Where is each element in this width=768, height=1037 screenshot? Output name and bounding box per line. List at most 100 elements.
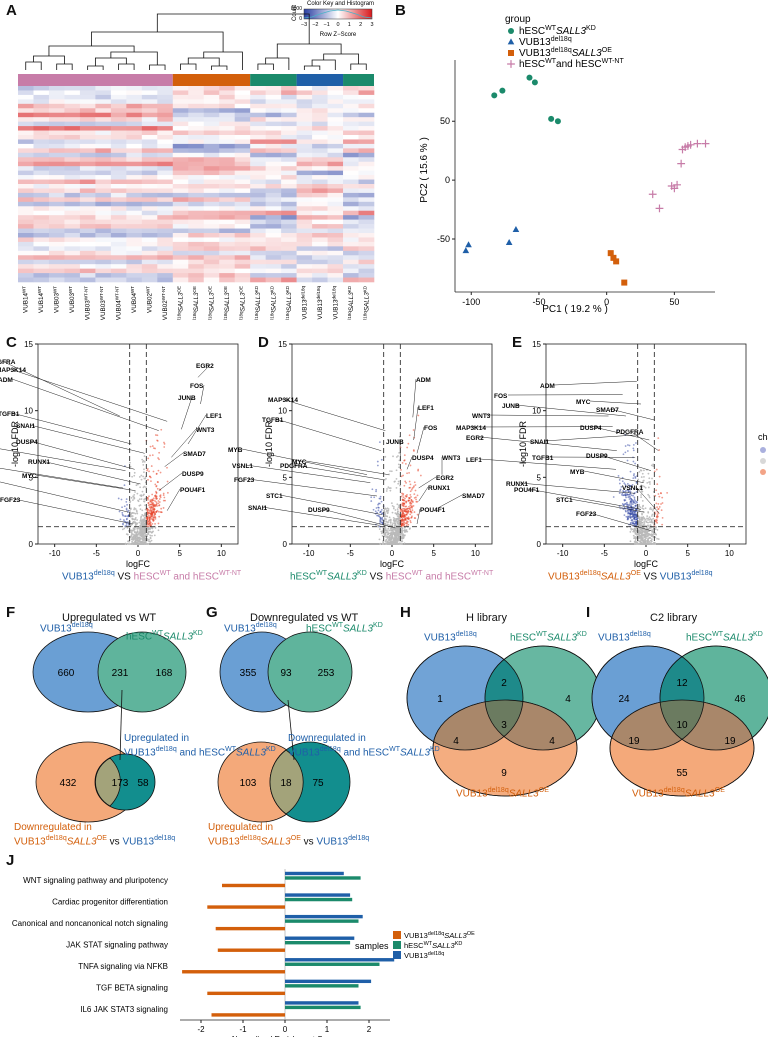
pca-point [701,139,710,148]
venn-h-ab: 2 [501,678,507,689]
volcano-point [391,541,394,544]
volcano-point [137,527,140,530]
venn-f-title: Upregulated vs WT [62,612,157,624]
heatmap-cell [79,268,96,274]
heatmap-cell [110,112,127,118]
heatmap-cell [296,273,313,278]
gene-label: EGR2 [466,435,484,442]
heatmap-cell [48,197,65,203]
volcano-point [634,500,637,502]
pca-legend-label: VUB13del18qSALL3OE [519,47,612,59]
bar [207,905,285,909]
heatmap-cell [18,108,34,114]
heatmap-cell [281,126,297,131]
heatmap-cell [250,259,266,265]
heatmap-cell [79,201,96,207]
bar-category-label: Canonical and noncanonical notch signali… [12,919,168,928]
gene-label: MYB [570,469,585,476]
volcano-point [414,484,417,486]
volcano-point [409,493,412,496]
heatmap-cell [157,170,174,176]
heatmap-cell [157,264,174,269]
heatmap-cell [33,277,50,283]
heatmap-cell [343,170,359,176]
heatmap-cell [203,241,220,247]
pca-point [505,238,513,245]
heatmap-cell [79,273,96,278]
pca-point [499,87,506,94]
dendrogram-branch [118,63,135,70]
heatmap-cell [79,250,96,256]
gene-label-leader [13,498,134,525]
heatmap-cell [64,126,81,131]
volcano-point [628,487,631,489]
heatmap-cell [18,192,34,198]
volcano-point [138,476,141,478]
gene-label: FOS [424,425,438,432]
heatmap-cell [219,121,235,127]
heatmap-cell [312,192,328,198]
heatmap-cell [358,143,375,149]
heatmap-cell [110,94,127,100]
heatmap-cell [327,246,344,252]
heatmap-cell [18,148,34,154]
volcano-point [125,524,128,527]
volcano-point [139,532,141,535]
heatmap-cell [219,210,235,216]
heatmap-cell [281,228,297,234]
volcano-point [128,509,131,512]
heatmap-cell [110,130,127,136]
gene-label: LEF1 [466,457,482,464]
volcano-point [644,486,647,489]
volcano-point [403,459,406,462]
volcano-point [157,502,160,505]
heatmap-cell [157,197,174,203]
heatmap-cell [219,148,235,154]
heatmap-cell [110,161,127,167]
volcano-point [661,516,664,519]
volcano-point [633,516,636,519]
volcano-point [394,531,397,534]
heatmap-cell [327,117,344,122]
gene-label: POU4F1 [180,487,206,494]
gene-label: MYC [576,399,591,406]
heatmap-cell [343,179,359,185]
volcano-point [401,519,404,521]
volcano-point [408,517,411,520]
heatmap-cell [157,184,174,189]
volcano-point [137,483,139,486]
volcano-point [642,479,645,482]
gene-label: POU4F1 [420,507,446,514]
heatmap-cell [64,255,81,261]
volcano-point [149,528,151,531]
gene-label: RUNX1 [506,481,528,488]
dendrogram-branch [323,53,359,64]
volcano-point [131,540,134,543]
volcano-point [381,516,384,519]
venn-i-ac: 19 [628,736,640,747]
volcano-point [649,527,652,529]
bar-category-label: WNT signaling pathway and pluripotency [23,876,168,885]
volcano-point [648,516,651,519]
heatmap-cell [281,210,297,216]
volcano-point [153,534,156,537]
heatmap-cell [141,161,158,167]
heatmap-cell [343,228,359,234]
heatmap-cell [203,188,220,194]
volcano-point [625,510,627,513]
heatmap-cell [126,224,143,229]
heatmap-cell [188,201,205,207]
volcano-point [385,490,388,492]
volcano-point [396,515,399,517]
heatmap-cell [203,215,220,220]
volcano-x-tick-label: 5 [685,549,690,558]
volcano-point [153,516,156,519]
heatmap-cell [79,259,96,265]
volcano-points [612,429,669,545]
gene-label-leader [281,398,386,431]
volcano-point [143,471,145,474]
volcano-point [405,521,408,524]
heatmap-cell [250,121,266,127]
volcano-point [160,507,163,510]
volcano-point [147,538,150,541]
